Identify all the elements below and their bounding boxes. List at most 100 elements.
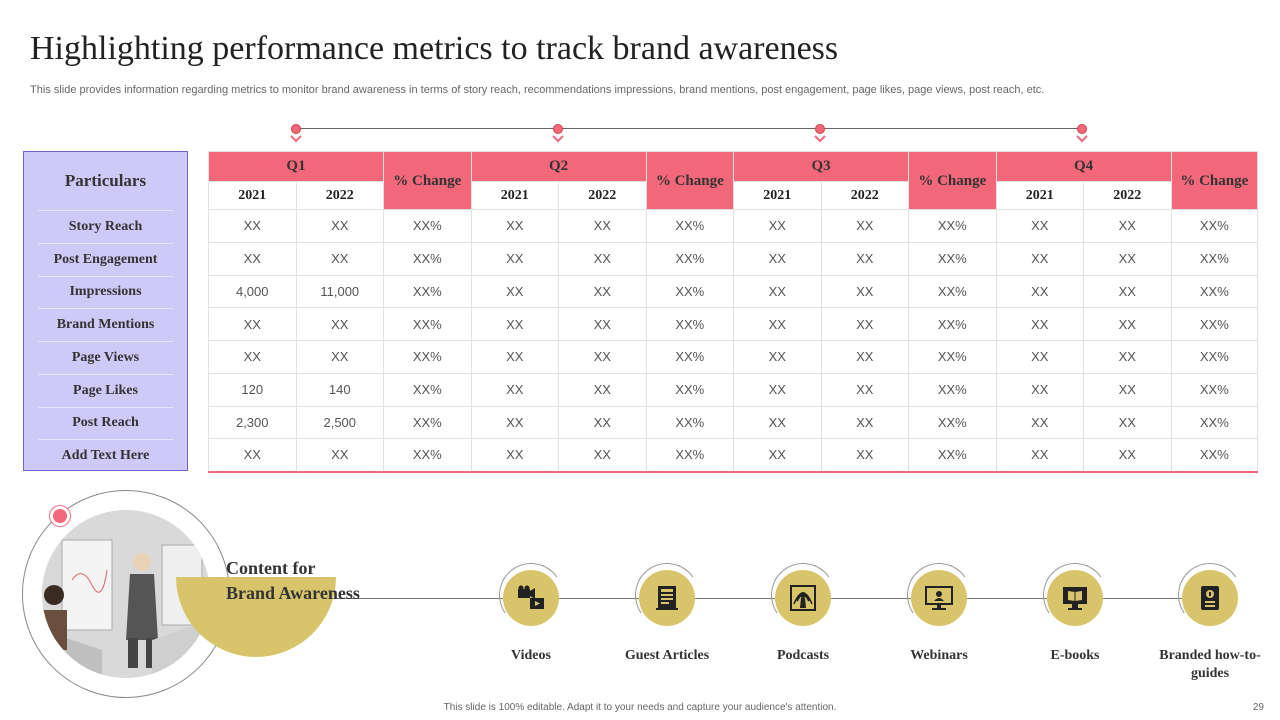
table-cell: XX% (908, 274, 997, 309)
particulars-row: Story Reach (38, 210, 173, 243)
table-cell: XX (295, 307, 385, 341)
table-cell: XX (1083, 405, 1172, 440)
table-cell: XX% (908, 372, 997, 407)
table-cell: XX (733, 340, 822, 374)
quarter-header: Q3 (733, 151, 910, 182)
metrics-table-body: XX XX XX% XX XX XX% XX XX XX% XX XX XX% XX XX XX% XX XX X… (208, 209, 1259, 473)
table-cell: XX (1083, 241, 1172, 276)
content-item-ebooks: E-books (1015, 557, 1135, 665)
table-cell: XX% (908, 307, 997, 341)
table-cell: XX (733, 307, 822, 341)
particulars-row: Impressions (38, 275, 173, 309)
table-cell: XX (295, 241, 385, 276)
year-header: 2022 (558, 181, 647, 210)
table-cell: XX (820, 438, 910, 473)
change-header: % Change (645, 151, 735, 210)
table-row: XX XX XX% XX XX XX% XX XX XX% XX XX XX% (208, 209, 1259, 243)
year-header: 2021 (995, 181, 1085, 210)
content-item-podcasts: Podcasts (743, 557, 863, 665)
table-cell: XX (820, 241, 910, 276)
table-cell: XX (295, 209, 385, 243)
page-number: 29 (1252, 702, 1264, 713)
table-row: XX XX XX% XX XX XX% XX XX XX% XX XX XX% (208, 307, 1259, 341)
article-icon (639, 570, 695, 626)
table-cell: XX% (645, 307, 735, 341)
table-row: XX XX XX% XX XX XX% XX XX XX% XX XX XX% (208, 438, 1259, 473)
metrics-table: Q1 % Change Q2 % Change Q3 % Change Q4 %… (207, 151, 1259, 473)
year-header: 2021 (208, 181, 297, 210)
podcast-icon (775, 570, 831, 626)
table-cell: XX (733, 372, 822, 407)
table-cell: XX% (1170, 241, 1259, 276)
change-header: % Change (908, 151, 997, 210)
table-cell: XX (733, 274, 822, 309)
table-cell: XX (558, 340, 647, 374)
particulars-panel: Particulars Story Reach Post Engagement … (23, 151, 188, 471)
timeline-pin-icon (814, 124, 826, 143)
table-cell: XX (558, 372, 647, 407)
table-cell: XX (558, 241, 647, 276)
video-camera-icon (503, 570, 559, 626)
table-cell: XX (1083, 274, 1172, 309)
content-item-label: Guest Articles (624, 648, 710, 663)
table-cell: XX% (645, 209, 735, 243)
slide-title: Highlighting performance metrics to trac… (30, 30, 839, 67)
table-cell: XX (733, 241, 822, 276)
content-item-label: Branded how-to-guides (1159, 648, 1261, 681)
table-cell: XX% (908, 438, 997, 473)
timeline-pin-icon (552, 124, 564, 143)
table-cell: XX% (908, 241, 997, 276)
table-cell: XX (820, 274, 910, 309)
particulars-row: Add Text Here (38, 439, 173, 472)
table-cell: XX (820, 372, 910, 407)
table-row: 4,000 11,000 XX% XX XX XX% XX XX XX% XX XX XX% (208, 274, 1259, 309)
table-cell: XX (470, 209, 560, 243)
table-cell: XX% (383, 405, 472, 440)
table-cell: XX (820, 307, 910, 341)
quarter-header: Q1 (207, 151, 385, 182)
table-cell: XX (295, 340, 385, 374)
table-cell: XX% (383, 209, 472, 243)
table-cell: XX% (383, 241, 472, 276)
table-cell: XX (733, 405, 822, 440)
table-cell: XX% (645, 340, 735, 374)
table-cell: XX (820, 340, 910, 374)
quarter-header: Q4 (995, 151, 1172, 182)
table-cell: XX% (1170, 209, 1259, 243)
ebook-icon (1047, 570, 1103, 626)
particulars-header: Particulars (64, 171, 147, 190)
table-cell: XX (995, 405, 1085, 440)
table-cell: XX% (1170, 438, 1259, 473)
particulars-row: Post Reach (38, 406, 173, 440)
table-cell: 2,500 (295, 405, 385, 440)
table-cell: XX (295, 438, 385, 473)
table-row: 120 140 XX% XX XX XX% XX XX XX% XX XX XX% (208, 372, 1259, 407)
table-cell: XX (558, 209, 647, 243)
table-cell: XX (558, 438, 647, 473)
table-cell: 4,000 (208, 274, 297, 309)
table-row: XX XX XX% XX XX XX% XX XX XX% XX XX XX% (208, 340, 1259, 374)
table-cell: XX (1083, 209, 1172, 243)
table-cell: XX% (645, 438, 735, 473)
table-cell: XX (733, 209, 822, 243)
table-cell: XX (1083, 372, 1172, 407)
content-item-label: Videos (511, 648, 551, 663)
timeline-pin-icon (290, 124, 302, 143)
table-cell: XX (1083, 340, 1172, 374)
table-cell: XX (995, 438, 1085, 473)
table-cell: XX (995, 274, 1085, 309)
table-cell: XX (995, 340, 1085, 374)
table-cell: XX (470, 241, 560, 276)
content-item-label: Webinars (910, 648, 968, 663)
content-item-label: E-books (1050, 648, 1100, 663)
table-cell: XX% (383, 372, 472, 407)
table-cell: XX% (383, 274, 472, 309)
table-cell: XX% (908, 209, 997, 243)
table-cell: XX (470, 274, 560, 309)
year-header: 2022 (820, 181, 910, 210)
guide-book-icon (1182, 570, 1238, 626)
table-cell: XX% (383, 438, 472, 473)
table-cell: XX (470, 438, 560, 473)
table-cell: 120 (208, 372, 297, 407)
change-header: % Change (1170, 151, 1259, 210)
